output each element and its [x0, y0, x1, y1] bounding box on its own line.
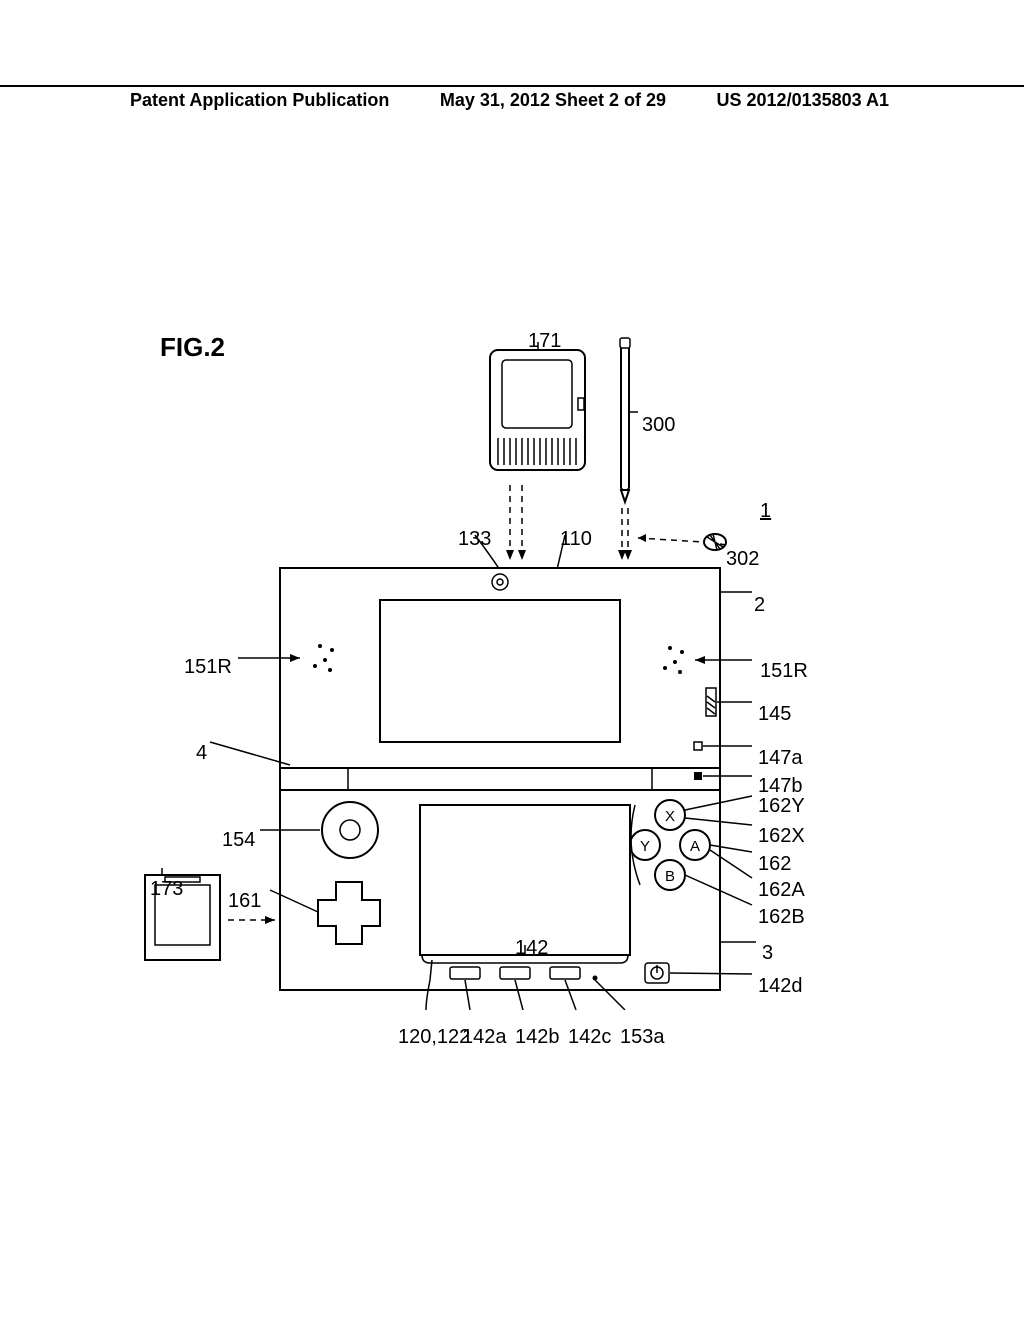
- ref-label: 162: [758, 853, 791, 876]
- ref-label: 133: [458, 528, 491, 551]
- svg-text:B: B: [665, 868, 675, 885]
- stylus-icon: [620, 338, 630, 502]
- ref-label: 162B: [758, 906, 805, 929]
- ref-label: 173: [150, 878, 183, 901]
- ref-label: 153a: [620, 1026, 665, 1049]
- ref-label: 110: [560, 528, 592, 551]
- ref-label: 161: [228, 890, 261, 913]
- ref-label: 1: [760, 500, 771, 523]
- header-left: Patent Application Publication: [130, 90, 389, 111]
- hinge: [280, 768, 720, 790]
- ref-label: 142b: [515, 1026, 560, 1049]
- mic-hole-icon: [593, 976, 598, 981]
- ref-label: 151R: [760, 660, 808, 683]
- ref-label: 3: [762, 942, 773, 965]
- ref-label: 162A: [758, 879, 805, 902]
- ref-label: 142a: [462, 1026, 507, 1049]
- ref-label: 300: [642, 414, 675, 437]
- small-buttons-row: [450, 967, 580, 979]
- ref-label: 145: [758, 703, 791, 726]
- ref-label: 171: [528, 330, 561, 353]
- power-button-icon: [645, 963, 669, 983]
- cartridge-icon: [490, 350, 585, 470]
- header-right: US 2012/0135803 A1: [717, 90, 889, 111]
- ref-label: 154: [222, 829, 255, 852]
- page-header: Patent Application Publication May 31, 2…: [0, 85, 1024, 111]
- svg-text:X: X: [665, 808, 675, 825]
- strap-hole-icon: [704, 534, 726, 550]
- led-147b-icon: [694, 772, 702, 780]
- svg-text:Y: Y: [640, 838, 650, 855]
- wireless-switch-icon: [706, 688, 716, 716]
- ref-label: 4: [196, 742, 207, 765]
- ref-label: 120,122: [398, 1026, 470, 1049]
- ref-label: 302: [726, 548, 759, 571]
- header-center: May 31, 2012 Sheet 2 of 29: [440, 90, 666, 111]
- upper-display: [380, 600, 620, 742]
- ref-label: 151R: [184, 656, 232, 679]
- ref-label: 147a: [758, 747, 803, 770]
- ref-label: 142c: [568, 1026, 611, 1049]
- svg-text:A: A: [690, 838, 700, 855]
- ref-label: 162Y: [758, 795, 805, 818]
- ref-label: 162X: [758, 825, 805, 848]
- ref-label: 142: [515, 937, 548, 960]
- ref-label: 2: [754, 594, 765, 617]
- ref-label: 142d: [758, 975, 803, 998]
- lower-display: [420, 805, 630, 955]
- led-147a-icon: [694, 742, 702, 750]
